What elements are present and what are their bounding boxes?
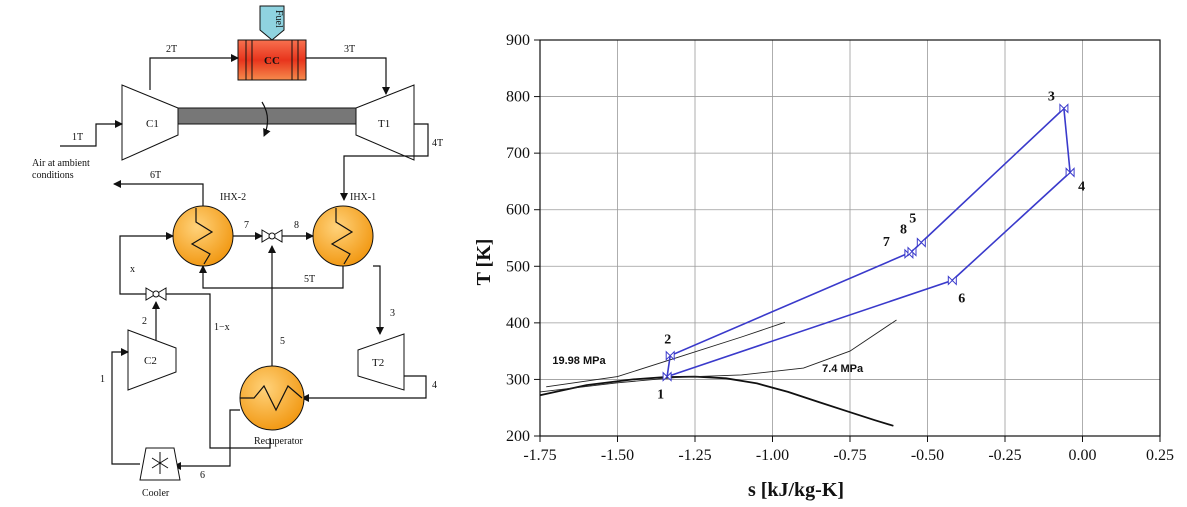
stream-label-1-minus-x: 1−x: [214, 322, 230, 333]
state-label-5: 5: [909, 212, 916, 227]
stream-label-5: 5: [280, 336, 285, 347]
stream-label-3t: 3T: [344, 44, 355, 55]
x-tick-label: -1.00: [756, 447, 789, 464]
x-tick-label: -1.50: [601, 447, 634, 464]
air-label-line1: Air at ambient: [32, 158, 90, 169]
axes: -1.75 -1.50 -1.25 -1.00 -0.75 -0.50 -0.25 0.00 0…: [506, 32, 1174, 464]
heat-exchanger-ihx2: IHX-2: [172, 192, 246, 267]
stream-label-8: 8: [294, 220, 299, 231]
recuperator-label: Recuperator: [254, 436, 304, 447]
y-axis-title: T [K]: [473, 239, 495, 286]
x-tick-label: 0.25: [1146, 447, 1174, 464]
stream-label-1t: 1T: [72, 132, 83, 143]
compressor-c2: C2: [127, 329, 177, 391]
turbine-t1: T1: [355, 84, 415, 161]
cycle-schematic: CC Fuel C1 T1 2T 3T 1T Air at ambient co…: [32, 5, 443, 499]
splitter-valve: [145, 287, 167, 301]
isobar-label: 7.4 MPa: [822, 363, 864, 375]
stream-label-7: 7: [244, 220, 249, 231]
y-tick-label: 800: [506, 89, 530, 106]
rotation-arrow-icon: [261, 101, 271, 137]
state-marker: [947, 275, 957, 286]
mixing-valve: [261, 229, 283, 243]
state-label-7: 7: [883, 235, 890, 250]
t2-label: T2: [372, 357, 384, 369]
stream-label-4t: 4T: [432, 138, 443, 149]
turbine-t2: T2: [357, 333, 405, 391]
stream-label-3: 3: [390, 308, 395, 319]
state-marker: [916, 237, 926, 248]
c2-label: C2: [144, 355, 157, 367]
cooler-label: Cooler: [142, 488, 170, 499]
cc-label: CC: [264, 55, 280, 67]
x-tick-label: -0.25: [988, 447, 1021, 464]
heat-exchanger-ihx1: IHX-1: [312, 192, 376, 267]
plot-frame: [539, 39, 1161, 437]
isobars: 19.98 MPa 7.4 MPa: [539, 319, 897, 393]
x-tick-label: 0.00: [1069, 447, 1097, 464]
recuperator: Recuperator: [239, 365, 305, 447]
isobar-line: [546, 321, 786, 388]
state-label-6: 6: [958, 291, 965, 306]
y-tick-label: 500: [506, 258, 530, 275]
y-tick-label: 600: [506, 202, 530, 219]
y-tick-label: 900: [506, 32, 530, 49]
y-tick-label: 200: [506, 428, 530, 445]
y-tick-label: 400: [506, 315, 530, 332]
cycle-line: [666, 106, 1071, 378]
fuel-inlet: Fuel: [259, 5, 285, 41]
isobar-label: 19.98 MPa: [552, 355, 606, 367]
x-tick-label: -0.75: [833, 447, 866, 464]
state-label-8: 8: [900, 223, 907, 238]
state-label-3: 3: [1048, 89, 1055, 104]
combustion-chamber: CC: [237, 39, 307, 81]
ihx1-label: IHX-1: [350, 192, 376, 203]
state-marker: [1059, 103, 1069, 114]
stream-label-6: 6: [200, 470, 205, 481]
y-tick-label: 300: [506, 371, 530, 388]
state-label-4: 4: [1078, 179, 1085, 194]
cycle-path: [662, 103, 1075, 382]
ihx2-label: IHX-2: [220, 192, 246, 203]
compressor-c1: C1: [121, 84, 179, 161]
state-marker: [907, 246, 917, 257]
stream-label-x: x: [130, 264, 135, 275]
isobar-line: [539, 319, 897, 393]
state-marker: [1065, 167, 1075, 178]
t1-label: T1: [378, 118, 390, 130]
stream-label-2t: 2T: [166, 44, 177, 55]
stream-label-1: 1: [100, 374, 105, 385]
state-marker: [662, 371, 672, 382]
stream-label-6t: 6T: [150, 170, 161, 181]
c1-label: C1: [146, 118, 159, 130]
saturation-dome-line: [539, 375, 894, 427]
grid: [539, 39, 1161, 437]
saturation-dome: [539, 375, 894, 427]
stream-label-5t: 5T: [304, 274, 315, 285]
air-label-line2: conditions: [32, 170, 74, 181]
state-label-2: 2: [664, 333, 671, 348]
cooler: Cooler: [139, 447, 181, 499]
stream-label-2: 2: [142, 316, 147, 327]
y-tick-label: 700: [506, 145, 530, 162]
x-tick-label: -1.25: [678, 447, 711, 464]
state-marker: [665, 350, 675, 361]
x-axis-title: s [kJ/kg-K]: [748, 479, 844, 501]
stream-label-4: 4: [432, 380, 437, 391]
x-tick-label: -1.75: [523, 447, 556, 464]
state-label-1: 1: [657, 388, 664, 403]
state-labels: 1 2 3 4 5 6 78: [657, 89, 1085, 402]
fuel-label: Fuel: [273, 10, 284, 28]
ts-diagram: 19.98 MPa 7.4 MPa -1.75 -1.50 -1.25 -1.00 -0.…: [473, 32, 1174, 501]
x-tick-label: -0.50: [911, 447, 944, 464]
